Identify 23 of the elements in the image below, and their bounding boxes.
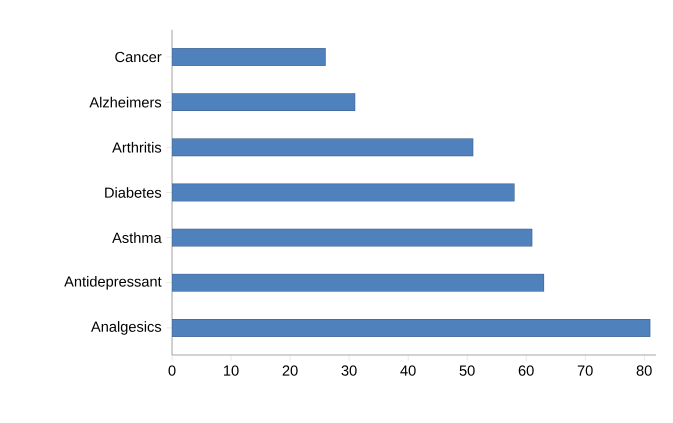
- y-tick-label: Arthritis: [112, 142, 162, 153]
- y-tick-label: Analgesics: [91, 321, 162, 335]
- x-tick-label: 50: [460, 365, 475, 376]
- bar: [172, 228, 532, 246]
- y-tick-label: Asthma: [112, 232, 162, 243]
- bar: [172, 138, 474, 156]
- bar: [172, 319, 650, 337]
- bar: [172, 48, 326, 66]
- bar: [172, 93, 356, 112]
- x-tick-label: 80: [636, 365, 652, 376]
- bar: [172, 274, 544, 292]
- x-tick-label: 30: [342, 365, 357, 376]
- x-tick-label: 70: [578, 365, 593, 376]
- x-tick-label: 10: [224, 365, 239, 376]
- x-tick-label: 20: [282, 365, 298, 376]
- y-tick-label: Antidepressant: [64, 276, 162, 290]
- x-tick-label: 0: [168, 365, 176, 376]
- y-tick-label: Cancer: [115, 52, 162, 62]
- bar: [172, 184, 515, 202]
- y-tick-label: Diabetes: [105, 187, 162, 198]
- x-tick-label: 60: [518, 365, 534, 376]
- y-tick-label: Alzheimers: [89, 96, 162, 108]
- x-tick-label: 40: [400, 365, 416, 376]
